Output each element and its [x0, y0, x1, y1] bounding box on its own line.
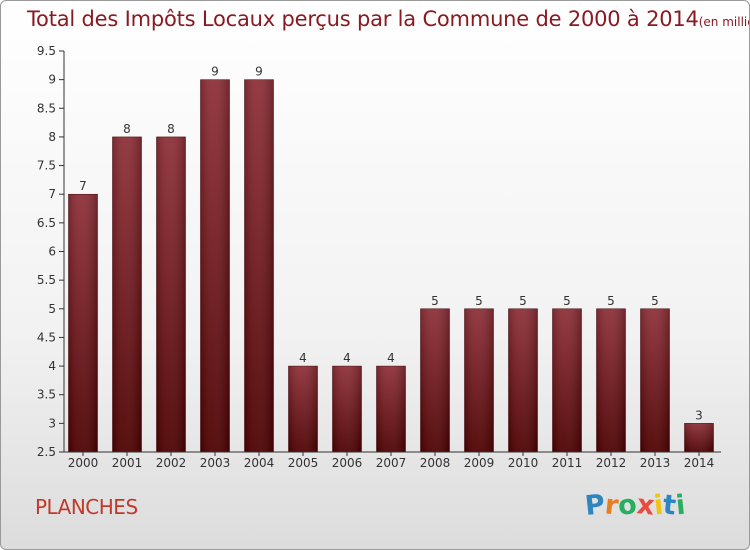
bar-data-label: 3 [695, 408, 703, 422]
bar-shade [508, 308, 538, 452]
x-tick-label: 2004 [244, 456, 275, 470]
bar-data-label: 5 [475, 294, 483, 308]
chart-title-unit: (en milliers d'€) [698, 15, 749, 29]
bar-shade [112, 136, 142, 452]
bar-shade [464, 308, 494, 452]
bar-shade [684, 423, 714, 452]
bar-shade [200, 79, 230, 453]
bar-data-label: 5 [607, 294, 615, 308]
bar-shade [68, 194, 98, 452]
x-tick-label: 2009 [464, 456, 495, 470]
x-tick-label: 2011 [552, 456, 583, 470]
x-tick-label: 2003 [200, 456, 231, 470]
bar-shade [156, 136, 186, 452]
x-tick-label: 2010 [508, 456, 539, 470]
x-tick-label: 2007 [376, 456, 407, 470]
x-tick-label: 2013 [640, 456, 671, 470]
bar-shade [596, 308, 626, 452]
y-tick-label: 7.5 [37, 159, 56, 173]
x-tick-label: 2002 [156, 456, 187, 470]
y-tick-label: 6.5 [37, 216, 56, 230]
bar-shade [244, 79, 274, 453]
y-tick-label: 3 [48, 416, 56, 430]
bar-data-label: 7 [79, 179, 87, 193]
y-tick-label: 9 [48, 73, 56, 87]
bar-data-label: 9 [255, 65, 263, 79]
bar-data-label: 8 [123, 122, 131, 136]
y-tick-label: 6 [48, 245, 56, 259]
x-tick-label: 2012 [596, 456, 627, 470]
y-tick-label: 2.5 [37, 445, 56, 459]
bar-data-label: 5 [563, 294, 571, 308]
x-tick-label: 2006 [332, 456, 363, 470]
y-tick-label: 5.5 [37, 273, 56, 287]
x-tick-label: 2001 [112, 456, 143, 470]
chart-title-main: Total des Impôts Locaux perçus par la Co… [27, 7, 699, 31]
commune-name: PLANCHES [35, 495, 138, 519]
y-tick-label: 4 [48, 359, 56, 373]
bar-shade [552, 308, 582, 452]
logo-letter: i [674, 489, 688, 522]
bars: 7 8 8 9 9 4 4 4 5 5 5 5 5 5 3 [68, 65, 714, 453]
x-tick-label: 2014 [684, 456, 715, 470]
y-tick-label: 3.5 [37, 388, 56, 402]
bar-shade [640, 308, 670, 452]
bar-data-label: 5 [519, 294, 527, 308]
bar-data-label: 5 [651, 294, 659, 308]
proxiti-logo[interactable]: Proxiti [583, 489, 688, 522]
bar-shade [332, 366, 362, 452]
bar-shade [288, 366, 318, 452]
x-tick-label: 2000 [68, 456, 99, 470]
bar-data-label: 8 [167, 122, 175, 136]
x-tick-label: 2008 [420, 456, 451, 470]
y-tick-label: 5 [48, 302, 56, 316]
y-axis: 2.5 3 3.5 4 4.5 5 5.5 6 6.5 7 7.5 8 8.5 9 9.5 [37, 44, 65, 459]
bar-shade [376, 366, 406, 452]
bar-data-label: 9 [211, 65, 219, 79]
y-tick-label: 8.5 [37, 101, 56, 115]
y-tick-label: 7 [48, 187, 56, 201]
bar-data-label: 4 [343, 351, 351, 365]
chart-title: Total des Impôts Locaux perçus par la Co… [27, 7, 749, 31]
y-tick-label: 9.5 [37, 44, 56, 58]
bar-shade [420, 308, 450, 452]
bar-data-label: 4 [387, 351, 395, 365]
y-tick-label: 8 [48, 130, 56, 144]
x-axis: 2000 2001 2002 2003 2004 2005 2006 2007 2008 2009… [64, 451, 721, 470]
y-tick-label: 4.5 [37, 330, 56, 344]
bar-data-label: 5 [431, 294, 439, 308]
x-tick-label: 2005 [288, 456, 319, 470]
bar-data-label: 4 [299, 351, 307, 365]
